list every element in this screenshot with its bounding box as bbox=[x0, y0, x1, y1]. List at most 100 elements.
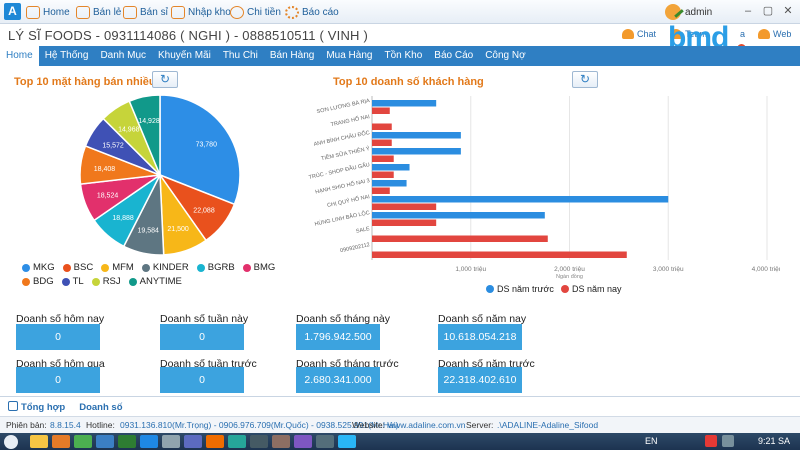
user-menu[interactable]: admin bbox=[665, 4, 712, 20]
legend-swatch bbox=[22, 263, 30, 272]
app-taskbar-icon-2[interactable] bbox=[162, 435, 180, 448]
toolbar-payment-button[interactable]: Chi tiền bbox=[230, 4, 281, 20]
bar-prev-year bbox=[372, 132, 461, 139]
app-taskbar-icon-3[interactable] bbox=[184, 435, 202, 448]
kpi-value: 22.318.402.610 bbox=[438, 367, 522, 393]
pie-slice-anytime bbox=[128, 94, 161, 176]
cart-icon bbox=[123, 5, 137, 19]
toolbar-home-button[interactable]: Home bbox=[26, 4, 70, 20]
status-bar: Phiên bản: 8.8.15.4 Hotline: 0931.136.81… bbox=[0, 416, 800, 433]
menu-debts[interactable]: Công Nợ bbox=[485, 50, 526, 61]
media-taskbar-icon[interactable] bbox=[52, 435, 70, 448]
bar-legend-label: DS năm nay bbox=[572, 284, 622, 294]
toolbar-wholesale-button[interactable]: Bán sỉ bbox=[123, 4, 168, 20]
category-label: TIỀM SỮA THIÊN Ý bbox=[320, 144, 370, 162]
menu-purchase[interactable]: Mua Hàng bbox=[326, 50, 373, 61]
legend-swatch bbox=[61, 277, 70, 286]
excel-taskbar-icon[interactable] bbox=[118, 435, 136, 448]
user-avatar-icon bbox=[665, 4, 681, 20]
close-icon[interactable]: ✕ bbox=[783, 5, 793, 17]
bar-this-year bbox=[372, 139, 392, 146]
team-icon bbox=[670, 29, 682, 39]
menu-catalog[interactable]: Danh Mục bbox=[100, 50, 147, 61]
explorer-taskbar-icon[interactable] bbox=[30, 435, 48, 448]
pie-label-mkg: 15,572 bbox=[102, 142, 124, 149]
main-menu: Home Hệ Thống Danh Mục Khuyến Mãi Thu Ch… bbox=[0, 46, 800, 66]
legend-item-rsj: RSJ bbox=[91, 276, 121, 287]
menu-reports[interactable]: Báo Cáo bbox=[434, 50, 474, 61]
report-icon bbox=[285, 5, 299, 19]
toolbar-stock-in-button[interactable]: Nhập kho bbox=[171, 4, 231, 20]
money-icon bbox=[230, 5, 244, 19]
chat-icon bbox=[622, 29, 634, 39]
hotline-label: Hotline: bbox=[86, 420, 115, 430]
bar-prev-year bbox=[372, 180, 407, 187]
legend-swatch bbox=[91, 277, 100, 286]
website-link[interactable]: www.adaline.com.vn bbox=[388, 420, 466, 430]
start-button-icon[interactable] bbox=[4, 435, 18, 449]
clock: 9:21 SA bbox=[758, 436, 791, 446]
menu-promotion[interactable]: Khuyến Mãi bbox=[158, 50, 211, 61]
language-indicator[interactable]: EN bbox=[645, 436, 658, 446]
pie-refresh-button[interactable]: ↻ bbox=[152, 71, 178, 88]
quick-link-a[interactable]: a bbox=[740, 29, 746, 39]
kpi-label: Doanh số tuần này bbox=[160, 313, 249, 325]
bar-this-year bbox=[372, 107, 390, 114]
word-taskbar-icon[interactable] bbox=[140, 435, 158, 448]
toolbar-retail-button[interactable]: Bán lẻ bbox=[76, 4, 121, 20]
menu-cashflow[interactable]: Thu Chi bbox=[222, 50, 258, 61]
menu-home[interactable]: Home bbox=[0, 46, 39, 66]
app-taskbar-icon-6[interactable] bbox=[250, 435, 268, 448]
version-label: Phiên bản: bbox=[6, 420, 47, 430]
pie-slice-tl bbox=[159, 94, 241, 206]
category-label: CHỊ QUÝ HỐ NAI bbox=[327, 193, 371, 209]
kpi-value: 0 bbox=[160, 367, 244, 393]
antivirus-tray-icon[interactable] bbox=[705, 435, 717, 447]
toolbar-report-button[interactable]: Báo cáo bbox=[285, 4, 339, 20]
category-label: HÙNG LINH BẢO LỘC bbox=[314, 209, 370, 228]
app-taskbar-icon-7[interactable] bbox=[272, 435, 290, 448]
kpi-label: Doanh số tháng này bbox=[296, 313, 390, 325]
tab-summary[interactable]: Tổng hợp bbox=[8, 401, 65, 413]
menu-system[interactable]: Hệ Thống bbox=[44, 50, 89, 61]
bar-refresh-button[interactable]: ↻ bbox=[572, 71, 598, 88]
cart-icon bbox=[76, 5, 90, 19]
web-link[interactable]: Web bbox=[758, 29, 791, 39]
hotline-value: 0931.136.810(Mr.Trọng) - 0906.976.709(Mr… bbox=[120, 420, 399, 430]
legend-label: BGRB bbox=[207, 262, 235, 273]
app-taskbar-icon-9[interactable] bbox=[316, 435, 334, 448]
chrome-taskbar-icon[interactable] bbox=[74, 435, 92, 448]
minimize-icon[interactable]: – bbox=[744, 5, 752, 17]
kpi-value: 0 bbox=[16, 324, 100, 350]
globe-icon bbox=[758, 29, 770, 39]
app-taskbar-icon-5[interactable] bbox=[228, 435, 246, 448]
legend-label: MKG bbox=[33, 262, 55, 273]
legend-item-mkg: MKG bbox=[22, 262, 55, 273]
legend-item-bgrb: BGRB bbox=[196, 262, 235, 273]
website-label: Website: bbox=[352, 420, 385, 430]
bar-legend-label: DS năm trước bbox=[497, 284, 554, 294]
app-taskbar-icon-1[interactable] bbox=[96, 435, 114, 448]
chat-link[interactable]: Chat bbox=[622, 29, 656, 39]
legend-swatch bbox=[22, 277, 30, 286]
x-tick-label: 3,000 triệu bbox=[653, 266, 684, 273]
kpi-value: 1.796.942.500 bbox=[296, 324, 380, 350]
legend-swatch bbox=[62, 263, 71, 272]
legend-item-kinder: KINDER bbox=[141, 262, 189, 273]
network-tray-icon[interactable] bbox=[722, 435, 734, 447]
maximize-icon[interactable]: ▢ bbox=[762, 5, 774, 17]
tab-revenue[interactable]: Doanh số bbox=[79, 401, 123, 413]
app-taskbar-icon-8[interactable] bbox=[294, 435, 312, 448]
menu-sales[interactable]: Bán Hàng bbox=[269, 50, 315, 61]
team-link[interactable]: Team bbox=[670, 29, 707, 39]
legend-label: ANYTIME bbox=[139, 276, 182, 287]
bar-prev-year bbox=[372, 100, 437, 107]
kpi-value: 0 bbox=[16, 367, 100, 393]
legend-item-bmg: BMG bbox=[242, 262, 275, 273]
bar-legend-swatch bbox=[486, 285, 494, 293]
pie-chart-title: Top 10 mặt hàng bán nhiều bbox=[14, 76, 156, 88]
adaline-taskbar-icon[interactable] bbox=[338, 435, 356, 448]
app-taskbar-icon-4[interactable] bbox=[206, 435, 224, 448]
bar-chart-title: Top 10 doanh số khách hàng bbox=[333, 76, 484, 88]
menu-inventory[interactable]: Tồn Kho bbox=[384, 50, 423, 61]
